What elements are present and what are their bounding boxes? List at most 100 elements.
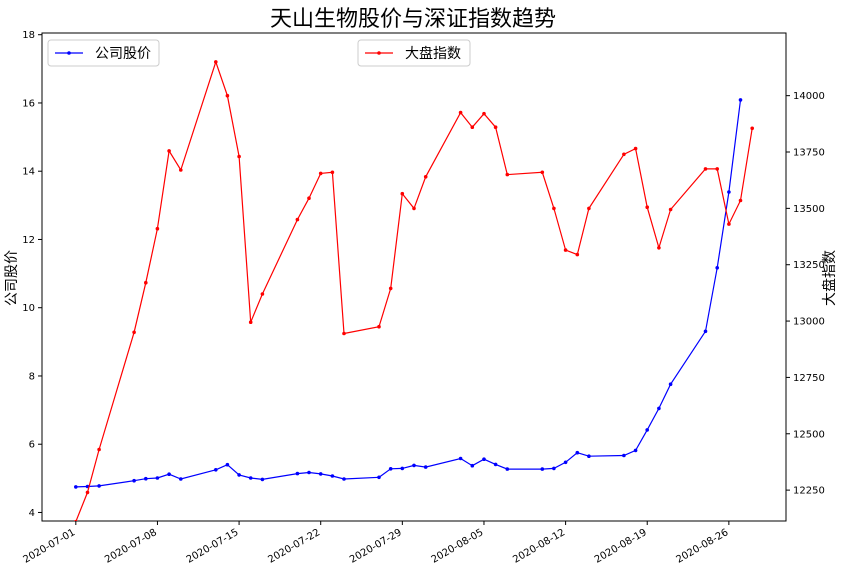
data-point-stock-price xyxy=(377,475,381,480)
data-point-market-index xyxy=(505,172,510,177)
series-layer xyxy=(74,60,754,521)
legend-label: 大盘指数 xyxy=(405,45,461,62)
series-line-stock-price xyxy=(75,99,742,488)
y-left-tick-label: 18 xyxy=(22,30,35,41)
data-point-stock-price xyxy=(738,98,743,102)
data-point-stock-price xyxy=(307,470,311,475)
data-point-stock-price xyxy=(412,463,416,468)
x-tick-label: 2020-07-15 xyxy=(185,527,241,566)
data-point-stock-price xyxy=(237,473,241,477)
data-point-market-index xyxy=(97,447,101,452)
data-point-market-index xyxy=(167,149,171,153)
data-point-stock-price xyxy=(645,428,649,432)
data-point-market-index xyxy=(750,126,754,131)
x-tick-label: 2020-08-19 xyxy=(593,527,649,566)
data-point-market-index xyxy=(307,196,311,200)
data-point-market-index xyxy=(458,110,463,115)
data-point-stock-price xyxy=(295,471,300,476)
data-point-stock-price xyxy=(144,476,148,481)
data-point-stock-price xyxy=(575,450,580,455)
data-point-stock-price xyxy=(505,467,510,471)
data-point-market-index xyxy=(633,146,638,151)
y-axis-right-title: 大盘指数 xyxy=(821,250,838,306)
data-point-market-index xyxy=(377,324,381,329)
x-tick-label: 2020-07-01 xyxy=(21,527,77,566)
y-left-tick-label: 10 xyxy=(22,303,35,314)
data-point-market-index xyxy=(412,206,416,211)
data-point-stock-price xyxy=(633,448,638,453)
data-point-market-index xyxy=(155,226,160,231)
data-point-market-index xyxy=(400,191,405,196)
y-right-tick-label: 12750 xyxy=(793,373,825,384)
data-point-stock-price xyxy=(214,468,218,472)
data-point-market-index xyxy=(657,246,661,250)
data-point-stock-price xyxy=(563,460,568,465)
y-right-tick-label: 12500 xyxy=(793,429,825,440)
data-point-market-index xyxy=(179,168,183,172)
y-right-tick-label: 13750 xyxy=(793,148,825,159)
data-point-stock-price xyxy=(248,476,253,480)
x-tick-label: 2020-07-22 xyxy=(266,527,322,566)
data-point-market-index xyxy=(330,170,335,175)
data-point-stock-price xyxy=(622,453,626,458)
y-left-tick-label: 14 xyxy=(22,167,35,178)
data-point-stock-price xyxy=(225,462,230,467)
data-point-market-index xyxy=(587,206,591,211)
data-point-market-index xyxy=(470,125,475,129)
y-left-tick-label: 6 xyxy=(29,440,35,451)
data-point-market-index xyxy=(727,222,731,226)
legend-box xyxy=(357,39,471,67)
data-point-stock-price xyxy=(97,484,101,488)
data-point-market-index xyxy=(563,248,568,252)
legend-stock-price: 公司股价 xyxy=(47,39,160,67)
x-tick-label: 2020-08-05 xyxy=(430,527,486,566)
data-point-stock-price xyxy=(179,477,183,481)
data-point-stock-price xyxy=(470,463,475,468)
data-point-stock-price xyxy=(493,462,498,467)
data-point-market-index xyxy=(703,167,708,171)
plot-area-border xyxy=(41,32,787,522)
y-right-tick-label: 12250 xyxy=(793,486,825,497)
data-point-market-index xyxy=(318,171,323,176)
data-point-market-index xyxy=(74,519,78,521)
legend-market-index: 大盘指数 xyxy=(357,39,471,67)
data-point-stock-price xyxy=(74,485,78,489)
data-point-market-index xyxy=(645,205,649,209)
data-point-market-index xyxy=(575,252,580,257)
y-right-tick-label: 13500 xyxy=(793,204,825,215)
data-point-stock-price xyxy=(388,467,393,471)
data-point-stock-price xyxy=(552,466,556,471)
data-point-stock-price xyxy=(330,474,335,478)
data-point-market-index xyxy=(144,280,148,285)
legend-swatch-marker xyxy=(67,51,71,55)
y-axis-left-title: 公司股价 xyxy=(4,250,20,306)
x-tick-label: 2020-07-29 xyxy=(348,527,404,566)
data-point-market-index xyxy=(540,170,545,175)
data-point-stock-price xyxy=(167,472,171,477)
y-left-tick-label: 12 xyxy=(22,235,35,246)
data-point-stock-price xyxy=(132,478,136,483)
data-point-market-index xyxy=(237,154,241,159)
chart-title: 天山生物股价与深证指数趋势 xyxy=(270,7,556,32)
data-point-market-index xyxy=(668,207,673,212)
data-point-market-index xyxy=(295,217,300,222)
y-left-tick-label: 8 xyxy=(29,371,35,382)
y-left-tick-label: 4 xyxy=(29,508,35,519)
legend-swatch-marker xyxy=(377,51,381,55)
legend-label: 公司股价 xyxy=(95,46,151,62)
data-point-stock-price xyxy=(540,467,545,471)
series-group xyxy=(74,60,754,521)
data-point-market-index xyxy=(85,490,90,495)
data-point-market-index xyxy=(342,331,346,336)
series-line-market-index xyxy=(75,60,753,521)
data-point-stock-price xyxy=(668,382,673,387)
data-point-market-index xyxy=(248,320,253,325)
data-point-stock-price xyxy=(727,190,731,194)
data-point-market-index xyxy=(423,175,428,179)
data-point-stock-price xyxy=(715,266,719,270)
data-point-market-index xyxy=(738,198,743,203)
x-tick-label: 2020-08-26 xyxy=(675,527,731,566)
legend-box xyxy=(47,39,160,67)
data-point-stock-price xyxy=(587,454,591,459)
